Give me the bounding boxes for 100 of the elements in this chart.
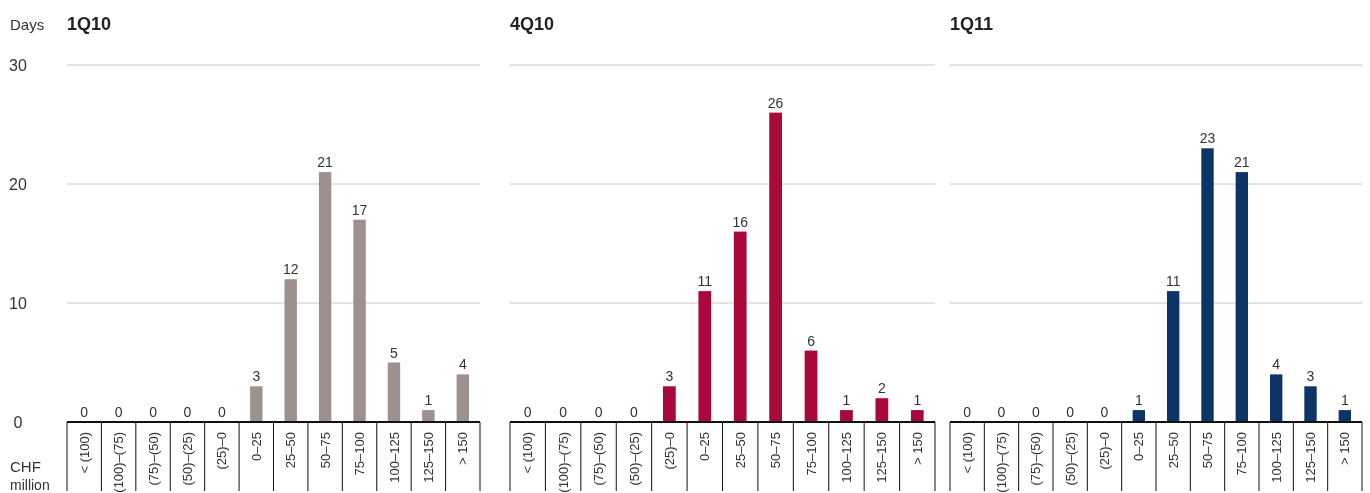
x-axis-title: CHF million xyxy=(10,458,50,493)
x-tick-label: (25)–0 xyxy=(1097,432,1113,470)
x-tick-label: < (100) xyxy=(959,432,975,474)
x-tick-label: (75)–(50) xyxy=(591,432,607,486)
x-tick-label: (25)–0 xyxy=(214,432,230,470)
x-tick-label: 0–25 xyxy=(697,432,713,461)
chart-title: 1Q10 xyxy=(67,14,112,34)
x-tick-label: (75)–(50) xyxy=(145,432,161,486)
bar xyxy=(387,362,401,422)
x-tick-label: 50–75 xyxy=(1200,432,1216,469)
x-tick-label: (75)–(50) xyxy=(1028,432,1044,486)
x-tick-label: 0–25 xyxy=(248,432,264,461)
x-tick-label: (50)–(25) xyxy=(180,432,196,486)
data-label: 12 xyxy=(282,261,299,278)
bar xyxy=(875,398,889,422)
bar xyxy=(769,112,782,422)
data-label: 1 xyxy=(424,392,433,409)
data-label: 4 xyxy=(1272,356,1281,373)
x-tick-label: 25–50 xyxy=(283,432,299,469)
data-label: 1 xyxy=(1134,392,1143,409)
data-label: 0 xyxy=(114,404,123,420)
data-label: 0 xyxy=(149,404,158,420)
x-tick-label: 25–50 xyxy=(732,432,748,469)
data-label: 17 xyxy=(351,201,368,218)
data-label: 26 xyxy=(767,94,784,111)
bar xyxy=(910,410,924,422)
x-tick-label: < (100) xyxy=(520,432,536,474)
data-label: 0 xyxy=(1100,404,1109,420)
data-label: 0 xyxy=(594,404,603,420)
bar xyxy=(663,386,676,422)
bar xyxy=(250,386,263,422)
y-tick-label: 30 xyxy=(9,56,27,74)
bar xyxy=(1235,172,1249,422)
x-tick-label: 75–100 xyxy=(1234,432,1250,476)
data-label: 3 xyxy=(1306,368,1315,385)
x-tick-label: 125–150 xyxy=(1303,432,1319,483)
x-tick-label: 75–100 xyxy=(803,432,819,476)
bar xyxy=(422,410,435,422)
data-label: 0 xyxy=(523,404,532,420)
data-label: 1 xyxy=(1340,392,1349,409)
bar xyxy=(1201,148,1214,422)
bar xyxy=(733,231,747,422)
data-label: 0 xyxy=(80,404,89,420)
y-axis-title: Days xyxy=(10,16,45,33)
x-tick-label: 100–125 xyxy=(1268,432,1284,483)
bar xyxy=(1269,374,1283,422)
data-label: 1 xyxy=(913,392,922,409)
x-tick-label: 100–125 xyxy=(839,432,855,483)
bar xyxy=(698,291,712,422)
data-label: 0 xyxy=(963,404,972,420)
data-label: 11 xyxy=(697,273,713,290)
bar xyxy=(1304,386,1317,422)
data-label: 0 xyxy=(1031,404,1040,420)
x-tick-label: 100–125 xyxy=(386,432,402,483)
x-tick-label: 25–50 xyxy=(1165,432,1181,469)
x-tick-label: (100)–(75) xyxy=(994,432,1010,493)
data-label: 3 xyxy=(665,368,674,385)
data-label: 3 xyxy=(252,368,261,385)
bar xyxy=(1166,291,1180,422)
y-tick-label: 10 xyxy=(9,294,27,312)
x-tick-label: 125–150 xyxy=(874,432,890,483)
x-tick-label: 0–25 xyxy=(1131,432,1147,461)
x-tick-label: 50–75 xyxy=(768,432,784,469)
data-label: 0 xyxy=(217,404,226,420)
bar xyxy=(318,172,332,422)
data-label: 0 xyxy=(1066,404,1075,420)
x-tick-label: (50)–(25) xyxy=(626,432,642,486)
x-tick-label: (50)–(25) xyxy=(1062,432,1078,486)
data-label: 16 xyxy=(732,213,749,230)
data-label: 1 xyxy=(842,392,851,409)
x-tick-label: > 150 xyxy=(455,432,471,465)
data-label: 23 xyxy=(1199,130,1216,147)
data-label: 5 xyxy=(390,344,399,361)
data-label: 0 xyxy=(997,404,1006,420)
data-label: 0 xyxy=(630,404,639,420)
x-tick-label: > 150 xyxy=(1337,432,1353,465)
bar xyxy=(456,374,469,422)
bar xyxy=(1338,410,1352,422)
data-label: 11 xyxy=(1165,273,1181,290)
x-tick-label: 75–100 xyxy=(352,432,368,476)
data-label: 2 xyxy=(877,380,886,397)
data-label: 21 xyxy=(1234,154,1250,171)
x-tick-label: (100)–(75) xyxy=(111,432,127,493)
chart-title: 4Q10 xyxy=(510,14,555,34)
data-label: 0 xyxy=(183,404,192,420)
x-tick-label: < (100) xyxy=(76,432,92,474)
bar xyxy=(284,279,297,422)
y-tick-label: 20 xyxy=(9,175,27,193)
x-tick-label: 50–75 xyxy=(317,432,333,469)
data-label: 21 xyxy=(317,154,334,171)
bar xyxy=(353,219,366,422)
bar xyxy=(1132,410,1146,422)
data-label: 4 xyxy=(458,356,467,373)
bar xyxy=(804,350,818,422)
x-tick-label: (100)–(75) xyxy=(555,432,571,493)
x-tick-label: > 150 xyxy=(909,432,925,465)
x-tick-label: 125–150 xyxy=(420,432,436,483)
data-label: 0 xyxy=(559,404,568,420)
chart-title: 1Q11 xyxy=(950,14,994,34)
bar xyxy=(840,410,853,422)
